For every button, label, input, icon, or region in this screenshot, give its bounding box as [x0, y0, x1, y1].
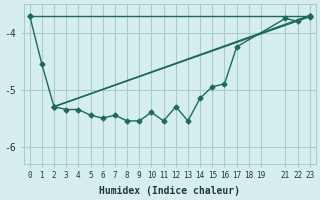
X-axis label: Humidex (Indice chaleur): Humidex (Indice chaleur)	[99, 186, 240, 196]
